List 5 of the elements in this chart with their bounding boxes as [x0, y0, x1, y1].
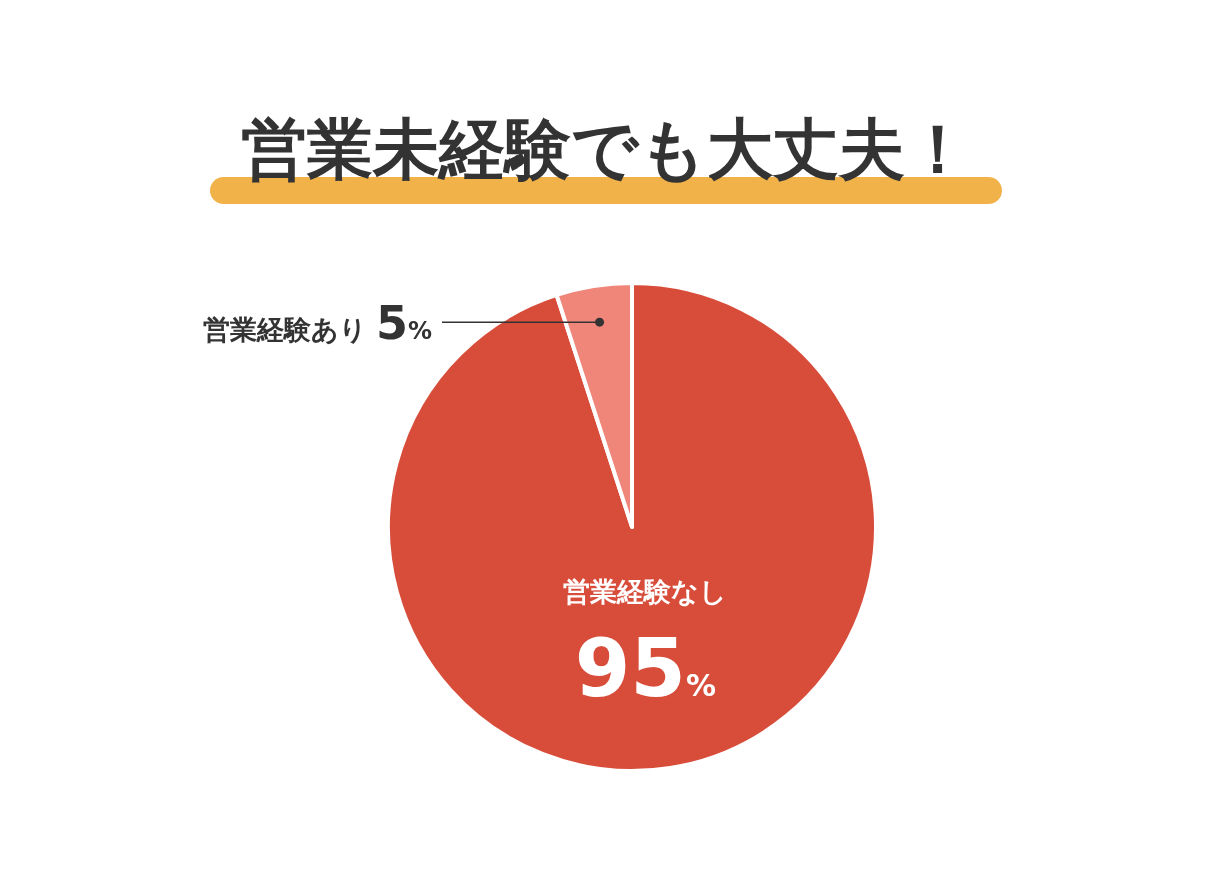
data-label: 5%: [375, 296, 432, 351]
slice-label: 営業経験あり: [202, 314, 376, 346]
chart-title: 営業未経験でも大丈夫！: [241, 111, 971, 188]
data-label: 95%: [574, 622, 717, 716]
slice-label: 営業経験なし: [563, 576, 728, 608]
